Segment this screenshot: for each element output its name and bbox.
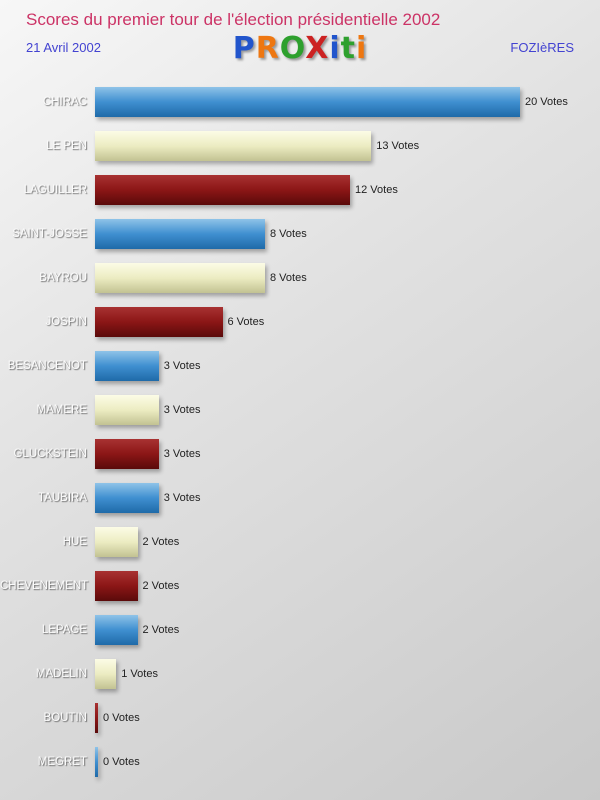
bar-row: SAINT-JOSSE 8 Votes <box>0 212 600 256</box>
vote-count-label: 1 Votes <box>121 668 158 680</box>
vote-count-label: 2 Votes <box>142 536 180 548</box>
bar-row: HUE 2 Votes <box>0 520 600 564</box>
bar-row: CHEVENEMENT 2 Votes <box>0 564 600 608</box>
vote-bar <box>95 263 265 293</box>
bar-chart: CHIRAC 20 Votes LE PEN 13 Votes LAGUILLER 12 … <box>0 80 600 784</box>
bar-row: JOSPIN 6 Votes <box>0 300 600 344</box>
vote-bar <box>95 571 138 601</box>
location-label: FOZIèRES <box>510 40 574 55</box>
candidate-label: CHIRAC <box>42 96 87 108</box>
candidate-label: JOSPIN <box>45 316 87 328</box>
vote-count-label: 3 Votes <box>163 448 201 460</box>
vote-bar <box>95 175 350 205</box>
bar-row: CHIRAC 20 Votes <box>0 80 600 124</box>
vote-count-label: 2 Votes <box>142 580 180 592</box>
logo-letter: P <box>232 31 256 66</box>
vote-bar <box>95 351 159 381</box>
candidate-label: BESANCENOT <box>7 360 87 372</box>
bar-row: MADELIN 1 Votes <box>0 652 600 696</box>
vote-count-label: 3 Votes <box>163 360 201 372</box>
vote-count-label: 3 Votes <box>163 404 201 416</box>
candidate-label: TAUBIRA <box>38 492 87 504</box>
candidate-label: BOUTIN <box>43 712 87 724</box>
candidate-label: BAYROU <box>39 272 87 284</box>
bar-row: MAMERE 3 Votes <box>0 388 600 432</box>
vote-count-label: 8 Votes <box>270 272 307 284</box>
bar-row: BOUTIN 0 Votes <box>0 696 600 740</box>
date-label: 21 Avril 2002 <box>26 40 101 55</box>
candidate-label: MAMERE <box>36 404 87 416</box>
sub-header: 21 Avril 2002 PROXiti FOZIèRES <box>26 34 574 78</box>
chart-header: Scores du premier tour de l'élection pré… <box>0 0 600 78</box>
vote-count-label: 3 Votes <box>163 492 201 504</box>
page-title: Scores du premier tour de l'élection pré… <box>26 10 441 29</box>
vote-bar <box>95 703 98 733</box>
logo-letter: i <box>356 31 368 66</box>
proxiti-logo: PROXiti <box>233 34 368 64</box>
logo-letter: X <box>305 31 330 66</box>
bar-row: LE PEN 13 Votes <box>0 124 600 168</box>
bar-row: BESANCENOT 3 Votes <box>0 344 600 388</box>
vote-bar <box>95 87 520 117</box>
logo-letter: R <box>255 31 280 66</box>
candidate-label: MEGRET <box>37 756 87 768</box>
vote-bar <box>95 659 117 689</box>
vote-count-label: 0 Votes <box>103 756 140 768</box>
vote-bar <box>95 439 159 469</box>
vote-count-label: 20 Votes <box>525 96 568 108</box>
vote-count-label: 12 Votes <box>355 184 398 196</box>
bar-row: LEPAGE 2 Votes <box>0 608 600 652</box>
vote-bar <box>95 527 138 557</box>
candidate-label: LE PEN <box>46 140 87 152</box>
vote-bar <box>95 747 98 777</box>
candidate-label: MADELIN <box>35 668 87 680</box>
vote-bar <box>95 395 159 425</box>
bar-row: MEGRET 0 Votes <box>0 740 600 784</box>
vote-count-label: 13 Votes <box>376 140 420 152</box>
candidate-label: HUE <box>62 536 87 548</box>
candidate-label: GLUCKSTEIN <box>13 448 88 460</box>
vote-count-label: 6 Votes <box>227 316 265 328</box>
candidate-label: LEPAGE <box>41 624 87 636</box>
bar-row: LAGUILLER 12 Votes <box>0 168 600 212</box>
candidate-label: LAGUILLER <box>23 184 87 196</box>
vote-bar <box>95 615 138 645</box>
candidate-label: SAINT-JOSSE <box>12 228 87 240</box>
bar-row: BAYROU 8 Votes <box>0 256 600 300</box>
candidate-label: CHEVENEMENT <box>0 580 89 592</box>
vote-bar <box>95 131 372 161</box>
vote-bar <box>95 483 159 513</box>
vote-count-label: 2 Votes <box>142 624 180 636</box>
bar-row: TAUBIRA 3 Votes <box>0 476 600 520</box>
vote-bar <box>95 219 265 249</box>
logo-letter: O <box>279 31 306 66</box>
vote-bar <box>95 307 223 337</box>
logo-letter: t <box>340 31 357 66</box>
vote-count-label: 0 Votes <box>103 712 140 724</box>
logo-letter: i <box>329 31 341 66</box>
bar-row: GLUCKSTEIN 3 Votes <box>0 432 600 476</box>
vote-count-label: 8 Votes <box>270 228 307 240</box>
